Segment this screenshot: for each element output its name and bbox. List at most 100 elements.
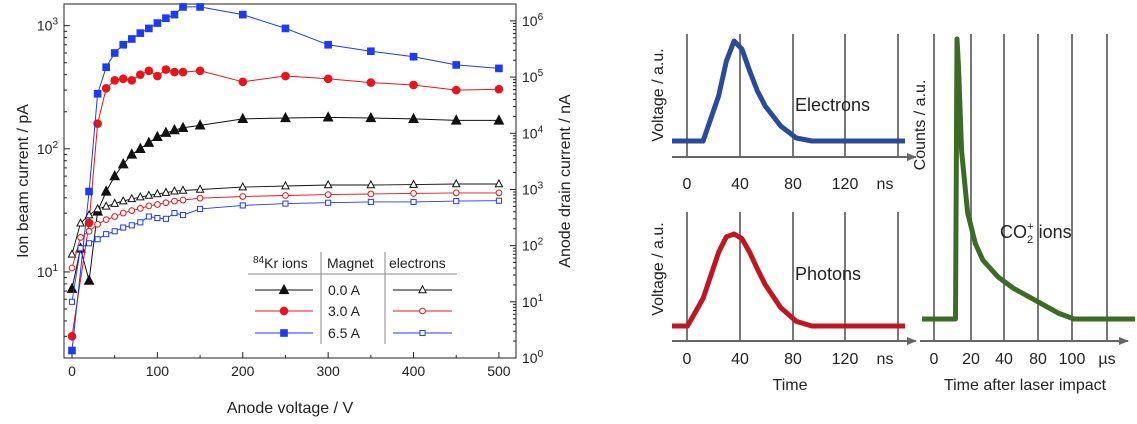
- circle-marker: [84, 218, 94, 228]
- time-tick-label: 80: [784, 351, 802, 368]
- circle-marker: [239, 193, 247, 200]
- circle-marker: [127, 75, 137, 85]
- circle-marker: [128, 207, 136, 215]
- triangle-marker: [67, 249, 77, 258]
- electrons-label: Electrons: [795, 95, 870, 115]
- circle-marker: [451, 85, 461, 95]
- square-marker: [170, 10, 179, 19]
- square-marker: [196, 3, 204, 11]
- circle-marker: [135, 70, 145, 79]
- circle-marker: [495, 189, 503, 197]
- circle-marker: [419, 307, 426, 315]
- triangle-marker: [170, 186, 179, 195]
- x-tick-label: 0: [68, 363, 76, 379]
- square-marker: [410, 198, 417, 205]
- circle-marker: [119, 209, 127, 217]
- square-marker: [325, 199, 332, 206]
- photons-panel-grid: [686, 212, 899, 341]
- square-marker: [127, 35, 136, 43]
- photons-panel-xlabel: Time: [773, 377, 808, 394]
- triangle-marker: [143, 136, 155, 147]
- triangle-marker: [117, 158, 129, 169]
- time-tick-label: 0: [683, 351, 692, 368]
- triangle-marker: [323, 179, 333, 189]
- circle-marker: [238, 77, 248, 87]
- y-left-tick-label: 102: [37, 140, 59, 157]
- triangle-marker: [160, 126, 172, 137]
- triangle-marker: [109, 169, 121, 181]
- log-chart-frame: [63, 3, 517, 359]
- square-marker: [282, 200, 289, 207]
- triangle-marker: [418, 284, 427, 294]
- triangle-marker: [161, 187, 171, 196]
- circle-marker: [452, 189, 460, 197]
- y-left-tick-label: 101: [37, 263, 59, 280]
- triangle-marker: [101, 201, 111, 210]
- ions-label-sup: +: [1027, 221, 1033, 233]
- square-marker: [179, 3, 187, 11]
- square-marker: [239, 202, 246, 209]
- square-marker: [179, 212, 187, 219]
- tick-exponent: 2: [538, 237, 544, 248]
- time-tick-label: 40: [995, 351, 1013, 368]
- series-3-line: [71, 183, 499, 255]
- series-4-line: [71, 192, 499, 269]
- y-right-tick-label: 105: [522, 68, 544, 85]
- circle-marker: [494, 84, 504, 94]
- square-marker: [453, 198, 460, 205]
- circle-marker: [171, 197, 178, 205]
- log-chart: 0 100 200 300 400 500101102103100101102103104…: [15, 3, 574, 417]
- square-marker: [102, 63, 110, 72]
- triangle-marker: [409, 179, 418, 188]
- circle-marker: [323, 74, 333, 84]
- ions-curve: [922, 36, 1135, 322]
- square-marker: [136, 29, 145, 37]
- tick-exponent: 2: [52, 140, 58, 151]
- circle-marker: [111, 213, 119, 220]
- tick-exponent: 1: [52, 263, 58, 274]
- circle-marker: [154, 201, 161, 208]
- tick-exponent: 4: [538, 124, 544, 135]
- time-tick-label: 120: [832, 351, 859, 368]
- circle-marker: [110, 75, 120, 85]
- time-tick-label: 80: [1029, 351, 1047, 368]
- legend-header-ions-sup: 84: [253, 255, 265, 266]
- square-marker: [495, 197, 502, 204]
- triangle-marker: [366, 179, 376, 189]
- triangle-marker: [169, 123, 180, 135]
- triangle-marker: [322, 111, 334, 122]
- y-right-tick-label: 100: [522, 349, 544, 366]
- tick-base: 10: [37, 141, 53, 157]
- x-axis-label: Anode voltage / V: [227, 400, 354, 417]
- circle-marker: [366, 78, 376, 87]
- y-axis-label-right: Anode drain current / nA: [557, 94, 574, 268]
- circle-marker: [170, 67, 179, 77]
- ions-label: CO2+ ions: [1000, 221, 1072, 246]
- square-marker: [154, 214, 161, 222]
- tick-exponent: 3: [538, 180, 544, 191]
- square-marker: [280, 329, 288, 337]
- triangle-marker: [280, 111, 291, 123]
- circle-marker: [410, 190, 417, 197]
- photons-panel-ylabel: Voltage / a.u.: [650, 222, 667, 315]
- circle-marker: [77, 234, 84, 241]
- time-tick-label: 100: [1059, 351, 1086, 368]
- time-tick-label: µs: [1098, 351, 1115, 368]
- tick-exponent: 3: [52, 17, 58, 28]
- tick-base: 10: [37, 18, 53, 34]
- y-right-tick-label: 102: [522, 237, 544, 254]
- circle-marker: [144, 66, 154, 76]
- tick-exponent: 1: [538, 293, 544, 304]
- circle-marker: [179, 196, 187, 204]
- time-tick-label: 40: [731, 351, 749, 368]
- y-axis-label-left: Ion beam current / pA: [15, 104, 32, 258]
- time-tick-label: 40: [731, 176, 749, 193]
- square-marker: [110, 49, 119, 57]
- legend-row-1: 3.0 A: [328, 303, 361, 319]
- time-tick-label: ns: [877, 176, 894, 193]
- tick-base: 10: [522, 125, 538, 141]
- ions-panel-xlabel: Time after laser impact: [944, 377, 1107, 394]
- legend-header-electrons: electrons: [389, 255, 446, 271]
- square-marker: [367, 47, 375, 56]
- circle-marker: [68, 264, 76, 272]
